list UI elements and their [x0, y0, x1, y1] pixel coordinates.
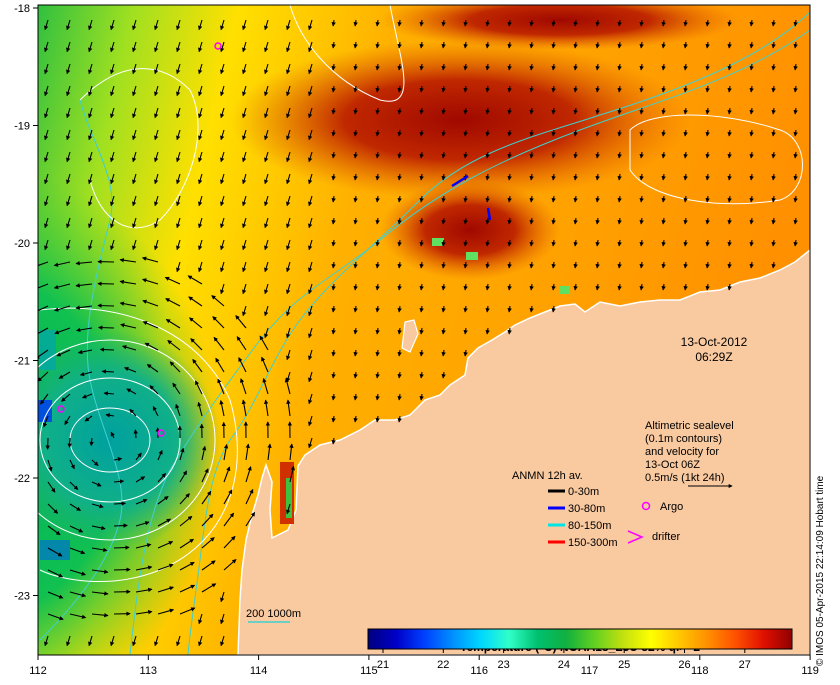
cold-pixel-patch: [38, 400, 52, 422]
altimetry-note-line: Altimetric sealevel: [645, 420, 734, 432]
warm-water-band: [230, 40, 690, 200]
credit-text: © IMOS 05-Apr-2015 22:14:09 Hobart time: [815, 476, 826, 666]
sst-field: 200 1000m 13-Oct-2012 06:29Z Altimetric …: [0, 0, 810, 680]
colorbar-tick-label: 24: [558, 659, 570, 671]
cold-pixel-patch: [40, 540, 70, 560]
lon-tick-label: 116: [470, 665, 488, 677]
cold-eddy-core: [0, 330, 220, 550]
lat-tick-label: -23: [14, 591, 30, 603]
sst-speck: [432, 238, 444, 246]
lat-tick-label: -21: [14, 356, 30, 368]
altimetry-note-line: (0.1m contours): [645, 433, 722, 445]
drifter-legend-label: drifter: [652, 531, 680, 543]
colorbar-tick-label: 22: [437, 659, 449, 671]
argo-legend-label: Argo: [660, 501, 683, 513]
legend-label-30-80m: 30-80m: [568, 503, 605, 515]
lon-tick-label: 115: [360, 665, 378, 677]
lon-tick-label: 114: [250, 665, 268, 677]
sst-speck: [466, 252, 478, 260]
lon-tick-label: 112: [29, 665, 47, 677]
velocity-arrow: [114, 503, 125, 504]
velocity-arrow: [98, 306, 114, 307]
velocity-arrow: [101, 349, 115, 350]
legend-label-150-300m: 150-300m: [568, 537, 618, 549]
latitude-axis: -18 -19 -20 -21 -22 -23: [14, 3, 38, 603]
anmn-legend-title: ANMN 12h av.: [512, 470, 583, 482]
colorbar-tick-label: 21: [377, 659, 389, 671]
colorbar-tick-label: 25: [618, 659, 630, 671]
velocity-arrow: [135, 430, 136, 438]
velocity-arrow: [114, 525, 127, 526]
longitude-axis: 112 113 114 115 116 117 118 119: [29, 655, 819, 677]
sst-speck: [560, 286, 570, 294]
warm-water-patch: [380, 180, 560, 280]
legend-label-80-150m: 80-150m: [568, 520, 611, 532]
map-time: 06:29Z: [695, 350, 732, 364]
legend-label-0-30m: 0-30m: [568, 486, 599, 498]
lat-tick-label: -19: [14, 121, 30, 133]
lat-tick-label: -22: [14, 473, 30, 485]
altimetry-note-line: and velocity for: [645, 446, 719, 458]
colorbar-ramp: [368, 629, 792, 649]
lat-tick-label: -20: [14, 238, 30, 250]
colorbar-tick-label: 26: [678, 659, 690, 671]
isobath-legend-label: 200 1000m: [246, 608, 301, 620]
colorbar-tick-label: 23: [497, 659, 509, 671]
map-date: 13-Oct-2012: [681, 335, 748, 349]
altimetry-note-line: 13-Oct 06Z: [645, 459, 700, 471]
lon-tick-label: 119: [801, 665, 819, 677]
colorbar-tick-label: 27: [739, 659, 751, 671]
velocity-arrow: [114, 547, 129, 548]
velocity-arrow: [99, 328, 114, 329]
lon-tick-label: 113: [140, 665, 158, 677]
gulf-green-strip: [286, 478, 292, 518]
altimetry-note-line: 0.5m/s (1kt 24h): [645, 472, 724, 484]
lon-tick-label: 117: [581, 665, 599, 677]
velocity-arrow: [70, 438, 71, 447]
lat-tick-label: -18: [14, 3, 30, 15]
velocity-arrow: [102, 371, 114, 372]
velocity-arrow: [114, 570, 130, 571]
lon-tick-label: 118: [691, 665, 709, 677]
